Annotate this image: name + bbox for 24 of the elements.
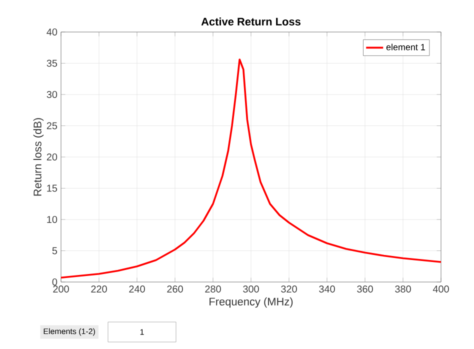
y-tick-label: 40 (46, 28, 58, 36)
y-tick-label: 0 (52, 278, 58, 286)
x-tick-label: 300 (243, 286, 259, 293)
x-tick-label: 320 (281, 286, 297, 293)
x-tick-label: 220 (91, 286, 107, 293)
y-tick-label: 20 (46, 153, 58, 161)
y-tick-label: 10 (47, 216, 58, 224)
x-axis-title: Frequency (MHz) (210, 297, 293, 308)
x-tick-label: 340 (319, 286, 335, 293)
chart-title: Active Return Loss (201, 17, 300, 26)
x-tick-label: 240 (129, 286, 145, 293)
x-tick-label: 260 (167, 286, 183, 293)
x-tick-label: 360 (357, 286, 373, 293)
y-tick-label: 15 (47, 184, 58, 192)
legend-label: element 1 (386, 44, 425, 50)
x-tick-label: 200 (53, 286, 69, 293)
x-tick-label: 380 (395, 286, 411, 293)
x-tick-label: 400 (432, 286, 449, 293)
y-tick-label: 35 (46, 60, 58, 67)
y-tick-label: 30 (46, 90, 58, 98)
y-tick-label: 5 (52, 247, 58, 254)
y-tick-label: 25 (46, 122, 58, 130)
y-axis-title: Return loss (dB) (33, 118, 44, 196)
x-tick-label: 280 (205, 286, 221, 293)
